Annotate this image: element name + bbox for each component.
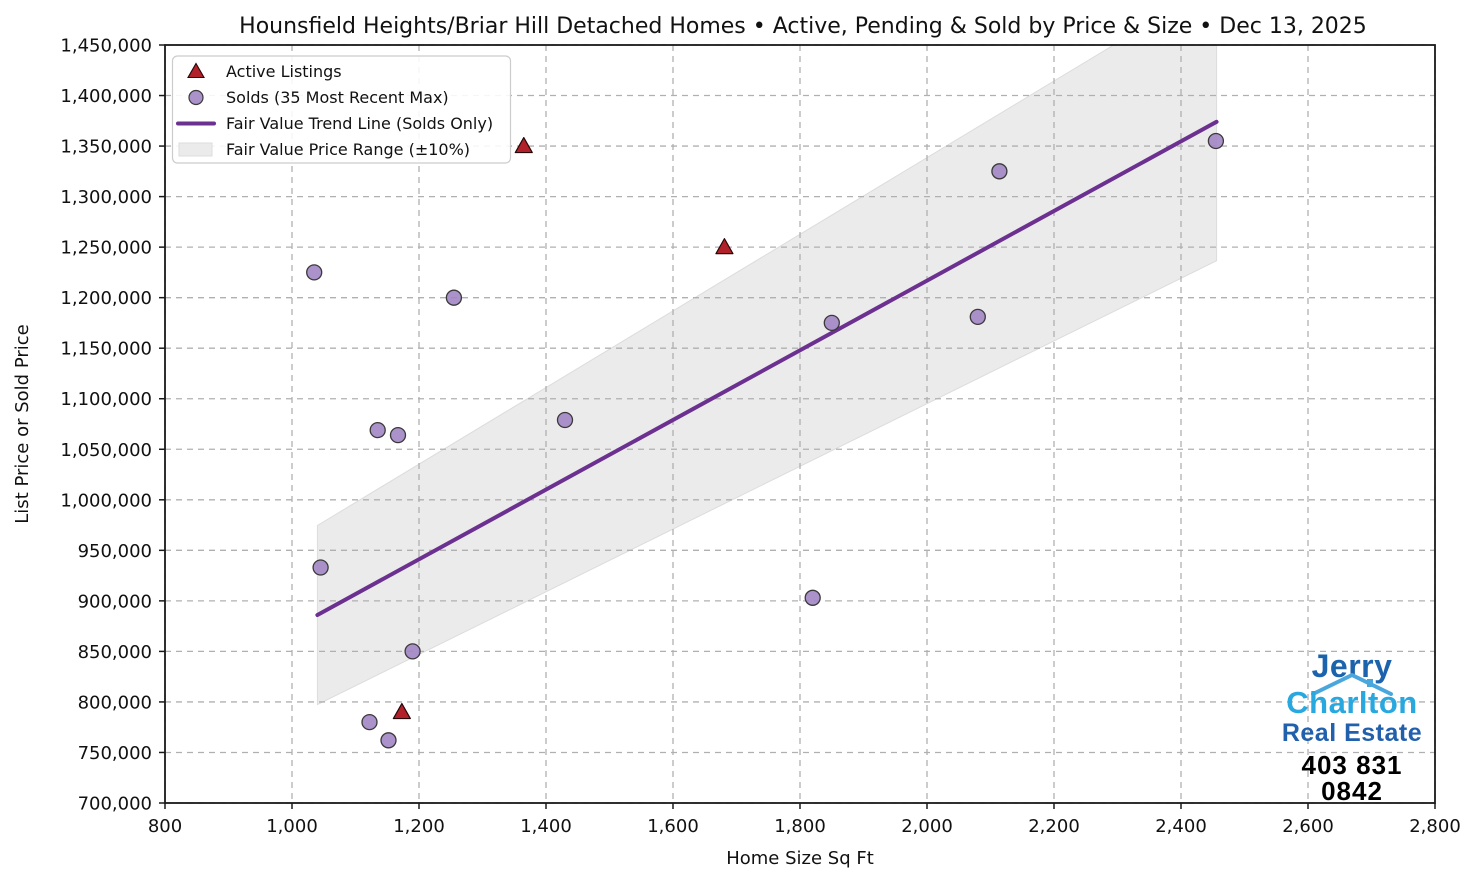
logo-tagline: Real Estate	[1281, 719, 1423, 747]
legend-band-swatch	[178, 142, 213, 157]
legend-item-label: Fair Value Price Range (±10%)	[226, 140, 470, 159]
chart-title: Hounsfield Heights/Briar Hill Detached H…	[239, 14, 1367, 39]
sold-point	[823, 314, 840, 332]
y-tick-label: 1,350,000	[60, 137, 152, 158]
x-tick-label: 800	[148, 816, 182, 837]
trend-line	[315, 119, 1219, 618]
y-tick-label: 800,000	[78, 692, 152, 713]
x-tick-label: 2,600	[1282, 816, 1334, 837]
active-point	[392, 702, 411, 720]
y-axis-label: List Price or Sold Price	[12, 324, 33, 523]
legend-active-marker	[187, 62, 205, 79]
active-point	[715, 238, 734, 255]
axes-layer	[159, 44, 1436, 809]
x-tick-label: 2,000	[901, 816, 953, 837]
x-tick-label: 2,800	[1409, 816, 1461, 837]
sold-point	[312, 559, 329, 576]
legend-item-label: Active Listings	[226, 62, 342, 81]
active-point	[514, 136, 533, 154]
x-tick-label: 1,200	[393, 816, 445, 837]
sold-point	[306, 264, 323, 281]
y-tick-label: 950,000	[78, 541, 152, 562]
y-tick-label: 1,300,000	[60, 187, 152, 208]
x-tick-label: 1,600	[647, 816, 699, 837]
legend-sold-marker	[188, 89, 204, 106]
x-tick-label: 2,200	[1028, 816, 1080, 837]
y-tick-label: 1,200,000	[60, 288, 152, 309]
sold-point	[404, 643, 421, 660]
legend: Active Listings Solds (35 Most Recent Max…	[171, 55, 512, 164]
logo-name-last: Charlton	[1286, 685, 1418, 720]
sold-point	[380, 732, 397, 749]
sold-point	[1207, 132, 1225, 150]
legend-item-label: Solds (35 Most Recent Max)	[226, 88, 449, 107]
sold-point	[369, 421, 386, 439]
x-tick-label: 1,000	[266, 816, 318, 837]
house-roof-icon	[1311, 673, 1393, 696]
sold-point	[969, 308, 986, 326]
y-tick-label: 850,000	[78, 642, 152, 663]
y-tick-label: 1,100,000	[60, 389, 152, 410]
y-tick-label: 750,000	[78, 743, 152, 764]
sold-point	[389, 426, 407, 444]
x-tick-label: 1,400	[520, 816, 572, 837]
x-axis-label: Home Size Sq Ft	[726, 848, 874, 869]
y-tick-label: 1,050,000	[60, 440, 152, 461]
sold-point	[991, 163, 1008, 180]
y-tick-label: 1,450,000	[60, 36, 152, 57]
y-tick-label: 1,000,000	[60, 490, 152, 511]
x-tick-label: 2,400	[1155, 816, 1207, 837]
fair-value-band	[316, 45, 1218, 706]
y-tick-label: 1,400,000	[60, 86, 152, 107]
y-tick-label: 1,250,000	[60, 238, 152, 259]
fair-value-band-layer	[316, 45, 1218, 706]
brand-logo: Jerry Charlton Real Estate 403 831 0842	[1272, 650, 1432, 804]
data-points-layer	[306, 119, 1225, 749]
tick-label-layer: 800 1,000 1,200 1,400 1,600 1,800 2,000 2,200 2,…	[60, 36, 1460, 838]
x-tick-label: 1,800	[774, 816, 826, 837]
legend-box	[171, 55, 512, 164]
sold-point	[804, 589, 821, 606]
y-tick-label: 1,150,000	[60, 339, 152, 360]
y-tick-label: 900,000	[78, 591, 152, 612]
sold-point	[556, 411, 574, 429]
sold-point	[361, 713, 378, 731]
sold-point	[445, 289, 463, 306]
y-tick-label: 700,000	[78, 794, 152, 815]
legend-item-label: Fair Value Trend Line (Solds Only)	[226, 114, 493, 133]
logo-phone: 403 831 0842	[1301, 750, 1403, 806]
